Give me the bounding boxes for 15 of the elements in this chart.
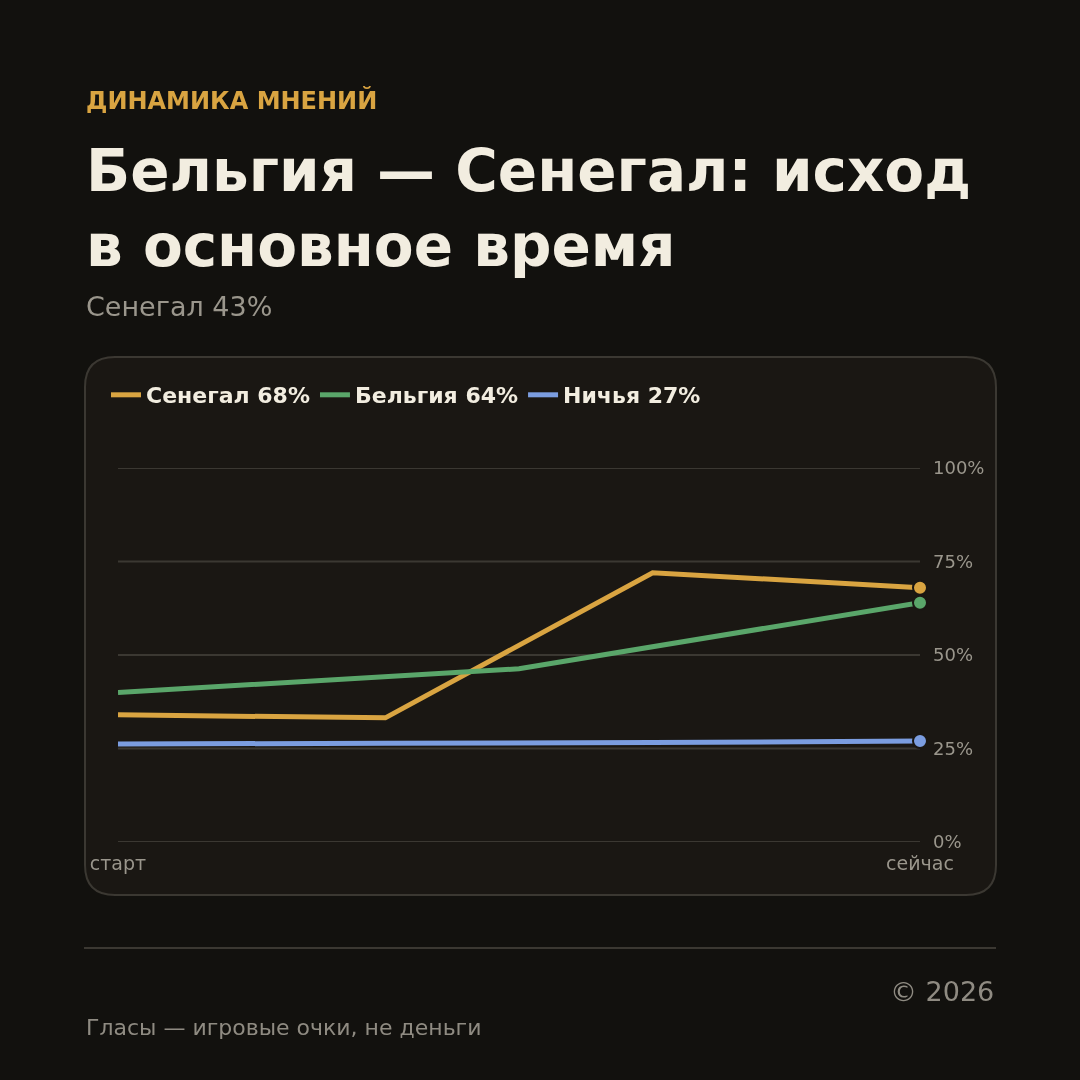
text: Гласы — игровые очки, не деньги <box>86 1015 482 1040</box>
legend-label: Сенегал 68% <box>146 383 310 409</box>
y-tick-label: 0% <box>933 831 962 853</box>
y-tick-label: 100% <box>933 457 985 479</box>
y-tick-label: 75% <box>933 550 974 572</box>
legend-label: Ничья 27% <box>563 383 701 409</box>
y-tick-label: 50% <box>933 644 974 666</box>
x-tick-label: старт <box>89 852 147 874</box>
text: ДИНАМИКА МНЕНИЙ <box>86 86 378 115</box>
legend-label: Бельгия 64% <box>354 383 519 409</box>
chart-title: Бельгия — Сенегал: исход в основное время <box>86 137 972 281</box>
x-tick-label: сейчас <box>886 852 954 874</box>
chart-subtitle: Сенегал 43% <box>86 291 273 322</box>
text: © 2026 <box>890 976 995 1007</box>
y-tick-label: 25% <box>933 737 974 759</box>
